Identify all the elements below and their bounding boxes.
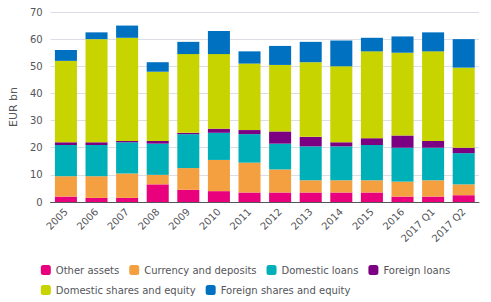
svg-text:Foreign loans: Foreign loans xyxy=(383,265,450,276)
svg-text:Foreign shares and equity: Foreign shares and equity xyxy=(221,285,351,296)
svg-text:20: 20 xyxy=(30,142,43,153)
svg-text:2012: 2012 xyxy=(258,206,284,232)
svg-text:0: 0 xyxy=(36,197,42,208)
svg-text:2008: 2008 xyxy=(136,206,162,232)
svg-text:EUR bn: EUR bn xyxy=(7,87,20,127)
svg-text:40: 40 xyxy=(30,88,43,99)
svg-text:Domestic loans: Domestic loans xyxy=(282,265,359,276)
svg-text:2010: 2010 xyxy=(197,206,223,232)
svg-text:Other assets: Other assets xyxy=(56,265,119,276)
svg-text:30: 30 xyxy=(30,115,43,126)
svg-text:2016: 2016 xyxy=(381,206,407,232)
svg-text:2011: 2011 xyxy=(228,206,254,232)
svg-text:2017 Q2: 2017 Q2 xyxy=(430,206,468,244)
svg-text:50: 50 xyxy=(30,61,43,72)
svg-text:2013: 2013 xyxy=(289,206,315,232)
svg-text:2005: 2005 xyxy=(44,206,70,232)
svg-text:2015: 2015 xyxy=(350,206,376,232)
svg-text:2017 Q1: 2017 Q1 xyxy=(399,206,437,245)
svg-text:Domestic shares and equity: Domestic shares and equity xyxy=(56,285,196,296)
svg-text:2014: 2014 xyxy=(319,206,345,232)
svg-text:2009: 2009 xyxy=(166,206,192,232)
svg-text:70: 70 xyxy=(30,7,43,18)
svg-text:10: 10 xyxy=(30,169,43,180)
svg-text:2007: 2007 xyxy=(105,206,131,232)
svg-text:2006: 2006 xyxy=(75,206,101,232)
svg-text:60: 60 xyxy=(30,34,43,45)
svg-text:Currency and deposits: Currency and deposits xyxy=(144,265,256,276)
